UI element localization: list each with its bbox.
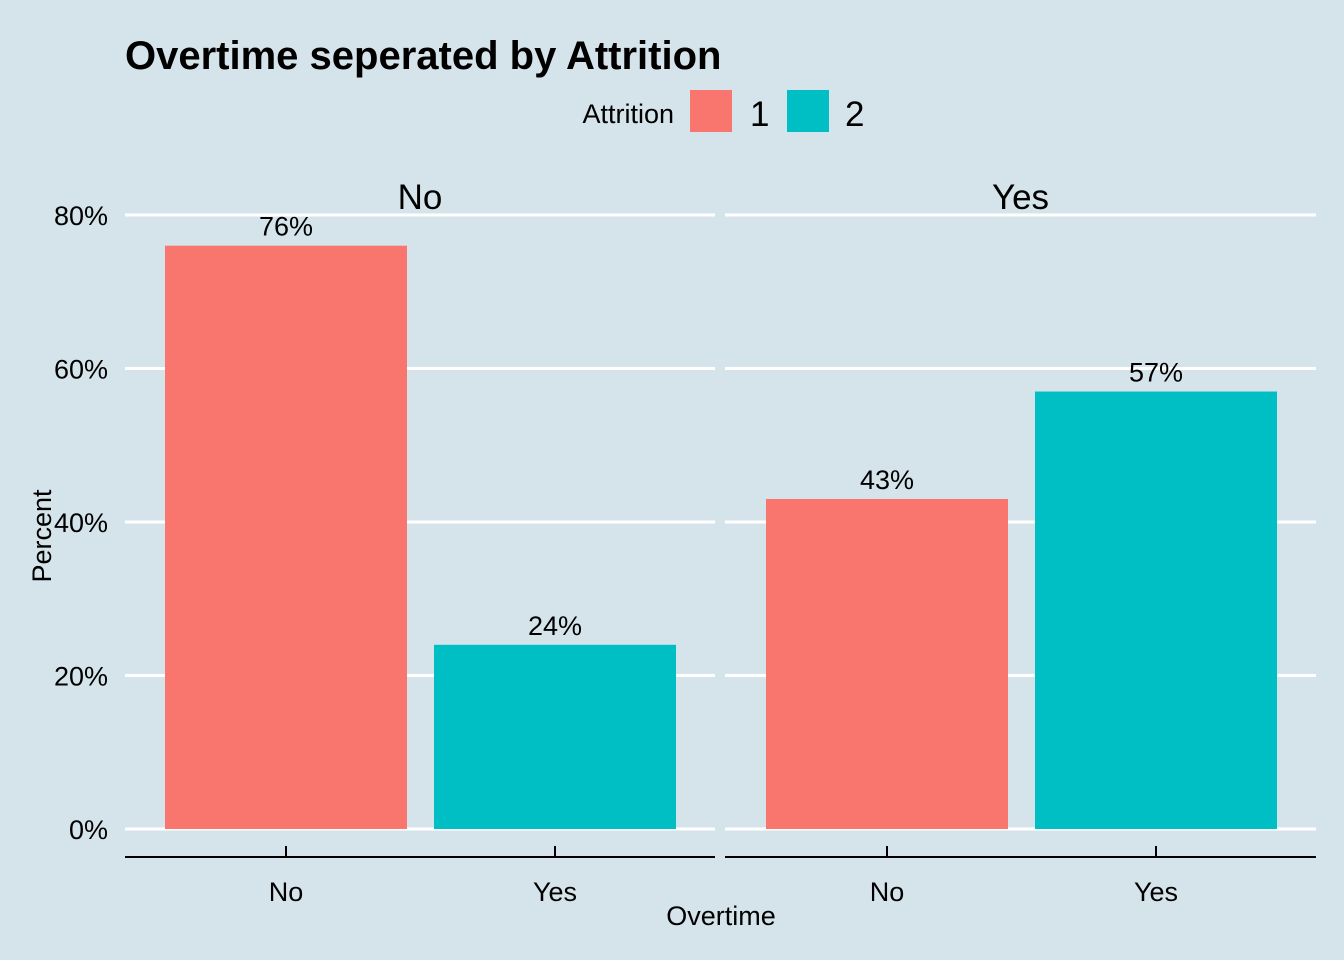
facet-strip-label: Yes <box>992 178 1049 217</box>
y-axis-ticks: 0% 20% 40% 60% 80% <box>54 201 108 845</box>
y-tick-label: 60% <box>54 355 108 385</box>
bar <box>1035 391 1277 829</box>
legend-key-2 <box>787 90 829 132</box>
facet-panels: No 76% No 24% Yes Yes 43% No 57% Yes <box>125 178 1316 907</box>
x-tick-label: Yes <box>533 877 577 907</box>
legend: Attrition 1 2 <box>582 90 864 134</box>
chart-title: Overtime seperated by Attrition <box>125 34 721 78</box>
facet-panel-no: No 76% No 24% Yes <box>125 178 715 907</box>
bar-value-label: 76% <box>259 212 313 242</box>
legend-title: Attrition <box>582 99 674 129</box>
legend-label-1: 1 <box>750 95 769 134</box>
bar-value-label: 43% <box>860 465 914 495</box>
y-tick-label: 80% <box>54 201 108 231</box>
x-tick-label: No <box>870 877 905 907</box>
x-axis-title: Overtime <box>666 901 776 931</box>
bar-value-label: 24% <box>528 611 582 641</box>
bar <box>766 498 1008 829</box>
x-tick-label: Yes <box>1134 877 1178 907</box>
legend-key-1 <box>690 90 732 132</box>
facet-panel-yes: Yes 43% No 57% Yes <box>725 178 1316 907</box>
bar <box>434 644 676 829</box>
x-tick-label: No <box>269 877 304 907</box>
facet-strip-label: No <box>398 178 443 217</box>
y-tick-label: 40% <box>54 508 108 538</box>
y-axis-title: Percent <box>27 489 57 583</box>
bar <box>165 245 407 829</box>
legend-label-2: 2 <box>845 95 864 134</box>
y-tick-label: 0% <box>69 815 108 845</box>
y-tick-label: 20% <box>54 662 108 692</box>
bar-value-label: 57% <box>1129 358 1183 388</box>
